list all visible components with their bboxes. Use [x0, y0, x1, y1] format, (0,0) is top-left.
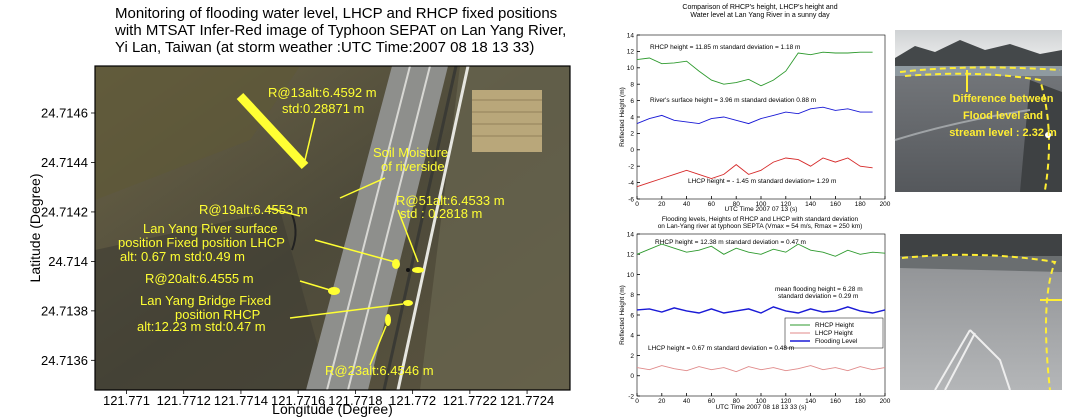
y-axis-label: Reflected Height (m): [619, 87, 626, 147]
caption-line: Difference between: [953, 93, 1054, 105]
x-tick-label: 20: [658, 201, 666, 208]
x-tick-label: 40: [683, 201, 691, 208]
y-tick-label: -2: [628, 393, 634, 400]
data-line: [637, 366, 885, 372]
x-tick-label: 200: [880, 201, 891, 208]
y-tick-label: 8: [630, 81, 634, 88]
annotation: std : 0.2818 m: [400, 206, 482, 221]
y-axis-label: Latitude (Degree): [27, 174, 43, 283]
caption-line: stream level : 2.32 m: [949, 127, 1057, 139]
x-axis-label: Longitude (Degree): [272, 401, 393, 417]
x-tick-label: 121.7724: [500, 393, 554, 408]
x-axis-label: UTC Time 2007 08 18 13 33 (s): [715, 404, 806, 411]
x-axis-label: UTC Time 2007 07 13 (s): [725, 206, 798, 213]
x-tick-label: 180: [855, 201, 866, 208]
annotation: RHCP height = 12.38 m standard deviation…: [655, 239, 806, 246]
y-tick-label: 6: [630, 312, 634, 319]
annotation: alt:12.23 m std:0.47 m: [137, 319, 266, 334]
chart-title: with MTSAT Infer-Red image of Typhoon SE…: [114, 22, 566, 39]
x-tick-label: 121.7722: [443, 393, 497, 408]
chart-title: Monitoring of flooding water level, LHCP…: [115, 5, 557, 22]
x-tick-label: 0: [635, 398, 639, 405]
photo-caption: Difference between Flood level and stream …: [949, 93, 1057, 139]
figure: Difference between Flood level and stream …: [0, 0, 1065, 420]
y-tick-label: 8: [630, 292, 634, 299]
y-tick-label: 0: [630, 373, 634, 380]
annotation: Soil Moisture: [373, 145, 448, 160]
y-tick-label: 10: [627, 272, 635, 279]
x-tick-label: 160: [830, 398, 841, 405]
chart-title: Yi Lan, Taiwan (at storm weather :UTC Ti…: [115, 39, 534, 56]
annotation: River's surface height = 3.96 m standard…: [650, 97, 816, 104]
x-tick-label: 60: [708, 398, 716, 405]
x-tick-label: 121.771: [103, 393, 150, 408]
y-tick-label: 14: [627, 231, 635, 238]
y-tick-label: 24.7138: [41, 303, 88, 318]
annotation: mean flooding height = 6.28 m: [775, 286, 863, 293]
annotation: LHCP height = - 1.45 m standard deviatio…: [688, 178, 836, 185]
y-tick-label: -2: [628, 163, 634, 170]
annotation: standard deviation = 0.29 m: [778, 293, 858, 300]
y-tick-label: -4: [628, 180, 634, 187]
x-tick-label: 140: [805, 201, 816, 208]
chart: Comparison of RHCP's height, LHCP's heig…: [619, 4, 891, 213]
x-tick-label: 60: [708, 201, 716, 208]
y-tick-label: 0: [630, 147, 634, 154]
chart: Flooding levels, Heights of RHCP and LHC…: [619, 216, 891, 411]
y-tick-label: 24.7142: [41, 204, 88, 219]
x-tick-label: 140: [805, 398, 816, 405]
annotation: R@23alt:6.4546 m: [325, 363, 434, 378]
legend-label: LHCP Height: [815, 330, 853, 337]
y-tick-label: 4: [630, 114, 634, 121]
annotation: Lan Yang River surface: [143, 221, 278, 236]
chart-title: Comparison of RHCP's height, LHCP's heig…: [682, 4, 837, 11]
y-axis-label: Reflected Height (m): [619, 285, 626, 345]
data-line: [637, 107, 873, 123]
annotation: of riverside: [381, 159, 445, 174]
y-tick-label: 4: [630, 333, 634, 340]
x-tick-label: 200: [880, 398, 891, 405]
data-line: [637, 307, 885, 313]
legend-label: Flooding Level: [815, 338, 858, 345]
annotation: LHCP height = 0.67 m standard deviation …: [648, 345, 794, 352]
plot-frame: [637, 234, 885, 396]
y-tick-label: -6: [628, 196, 634, 203]
x-tick-label: 40: [683, 398, 691, 405]
x-tick-label: 121.772: [389, 393, 436, 408]
x-tick-label: 180: [855, 398, 866, 405]
y-tick-label: 24.7144: [41, 155, 88, 170]
y-tick-label: 12: [627, 252, 635, 259]
annotation: Lan Yang Bridge Fixed: [140, 293, 271, 308]
y-tick-label: 14: [627, 32, 635, 39]
legend-label: RHCP Height: [815, 322, 854, 329]
y-tick-label: 24.7146: [41, 106, 88, 121]
annotation: R@19alt:6.4553 m: [199, 202, 308, 217]
annotation: position Fixed position LHCP: [118, 235, 285, 250]
y-tick-label: 2: [630, 131, 634, 138]
y-tick-label: 6: [630, 98, 634, 105]
river-photo-typhoon: [900, 234, 1062, 390]
annotation: R@20alt:6.4555 m: [145, 271, 254, 286]
annotation: RHCP height = 11.85 m standard deviation…: [650, 44, 800, 51]
annotation: alt: 0.67 m std:0.49 m: [120, 249, 245, 264]
y-tick-label: 12: [627, 49, 635, 56]
x-tick-label: 20: [658, 398, 666, 405]
x-tick-label: 121.7714: [214, 393, 268, 408]
y-tick-label: 10: [627, 65, 635, 72]
y-tick-label: 24.7136: [41, 353, 88, 368]
chart-title: on Lan-Yang river at typhoon SEPTA (Vmax…: [658, 223, 863, 230]
data-line: [637, 52, 873, 86]
caption-line: Flood level and: [963, 110, 1043, 122]
x-tick-label: 0: [635, 201, 639, 208]
y-tick-label: 24.714: [48, 254, 88, 269]
x-tick-label: 160: [830, 201, 841, 208]
y-tick-label: 2: [630, 353, 634, 360]
x-tick-label: 121.7712: [157, 393, 211, 408]
chart-title: Water level at Lan Yang River in a sunny…: [690, 12, 830, 19]
chart-title: Flooding levels, Heights of RHCP and LHC…: [662, 216, 859, 223]
annotation: R@13alt:6.4592 m: [268, 85, 377, 100]
annotation: std:0.28871 m: [282, 101, 364, 116]
